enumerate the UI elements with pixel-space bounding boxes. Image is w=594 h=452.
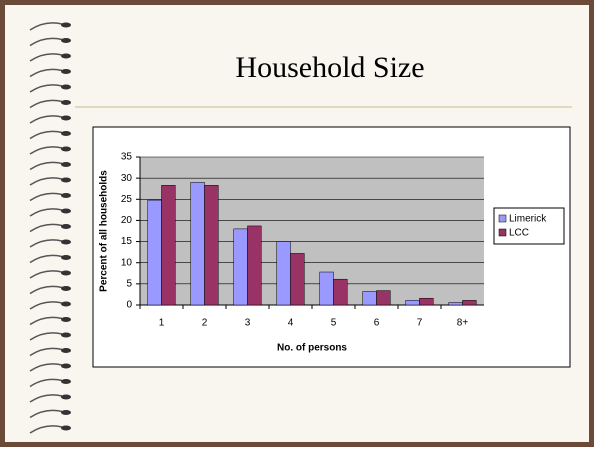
x-tick-label: 2	[202, 318, 208, 329]
x-tick-label: 4	[288, 318, 294, 329]
spiral-hole	[61, 193, 71, 198]
bar	[334, 279, 348, 305]
x-axis-label: No. of persons	[277, 343, 347, 354]
spiral-hole	[61, 348, 71, 353]
spiral-hole	[61, 224, 71, 229]
bar	[291, 253, 305, 305]
spiral-hole	[61, 317, 71, 322]
spiral-hole	[61, 162, 71, 167]
spiral-hole	[61, 302, 71, 307]
y-axis-label: Percent of all households	[99, 170, 110, 292]
y-tick-label: 10	[121, 257, 133, 268]
bar	[449, 302, 463, 305]
bar	[463, 300, 477, 305]
bar	[277, 242, 291, 305]
y-tick-label: 30	[121, 173, 133, 184]
spiral-hole	[61, 54, 71, 59]
y-tick-label: 25	[121, 194, 133, 205]
y-tick-label: 5	[126, 278, 132, 289]
spiral-hole	[61, 178, 71, 183]
bar	[148, 200, 162, 305]
bar	[205, 185, 219, 305]
y-tick-label: 0	[126, 300, 132, 311]
legend-swatch	[499, 215, 506, 222]
slide-title: Household Size	[235, 51, 424, 84]
bar	[420, 298, 434, 305]
bar	[320, 272, 334, 305]
spiral-hole	[61, 395, 71, 400]
spiral-hole	[61, 116, 71, 121]
y-tick-label: 15	[121, 236, 133, 247]
x-tick-label: 7	[417, 318, 423, 329]
x-tick-label: 1	[159, 318, 165, 329]
spiral-hole	[61, 255, 71, 260]
legend-swatch	[499, 229, 506, 236]
bar	[162, 185, 176, 305]
x-tick-label: 6	[374, 318, 380, 329]
slide: Household Size No. of persons Percent of…	[0, 0, 594, 447]
spiral-hole	[61, 131, 71, 136]
bar	[363, 291, 377, 305]
bar	[191, 182, 205, 305]
spiral-hole	[61, 286, 71, 291]
spiral-hole	[61, 69, 71, 74]
spiral-hole	[61, 100, 71, 105]
spiral-hole	[61, 333, 71, 338]
spiral-hole	[61, 209, 71, 214]
spiral-hole	[61, 85, 71, 90]
spiral-hole	[61, 147, 71, 152]
bar	[248, 226, 262, 305]
spiral-hole	[61, 23, 71, 28]
bar	[377, 291, 391, 305]
y-tick-label: 20	[121, 215, 133, 226]
spiral-hole	[61, 364, 71, 369]
spiral-hole	[61, 271, 71, 276]
spiral-hole	[61, 410, 71, 415]
spiral-hole	[61, 240, 71, 245]
legend-label: Limerick	[509, 214, 547, 225]
legend-label: LCC	[509, 228, 529, 239]
y-tick-label: 35	[121, 152, 133, 163]
spiral-hole	[61, 426, 71, 431]
x-tick-label: 3	[245, 318, 251, 329]
x-tick-label: 5	[331, 318, 337, 329]
spiral-hole	[61, 38, 71, 43]
x-tick-label: 8+	[457, 318, 469, 329]
bar	[406, 300, 420, 305]
bar	[234, 229, 248, 305]
spiral-hole	[61, 379, 71, 384]
